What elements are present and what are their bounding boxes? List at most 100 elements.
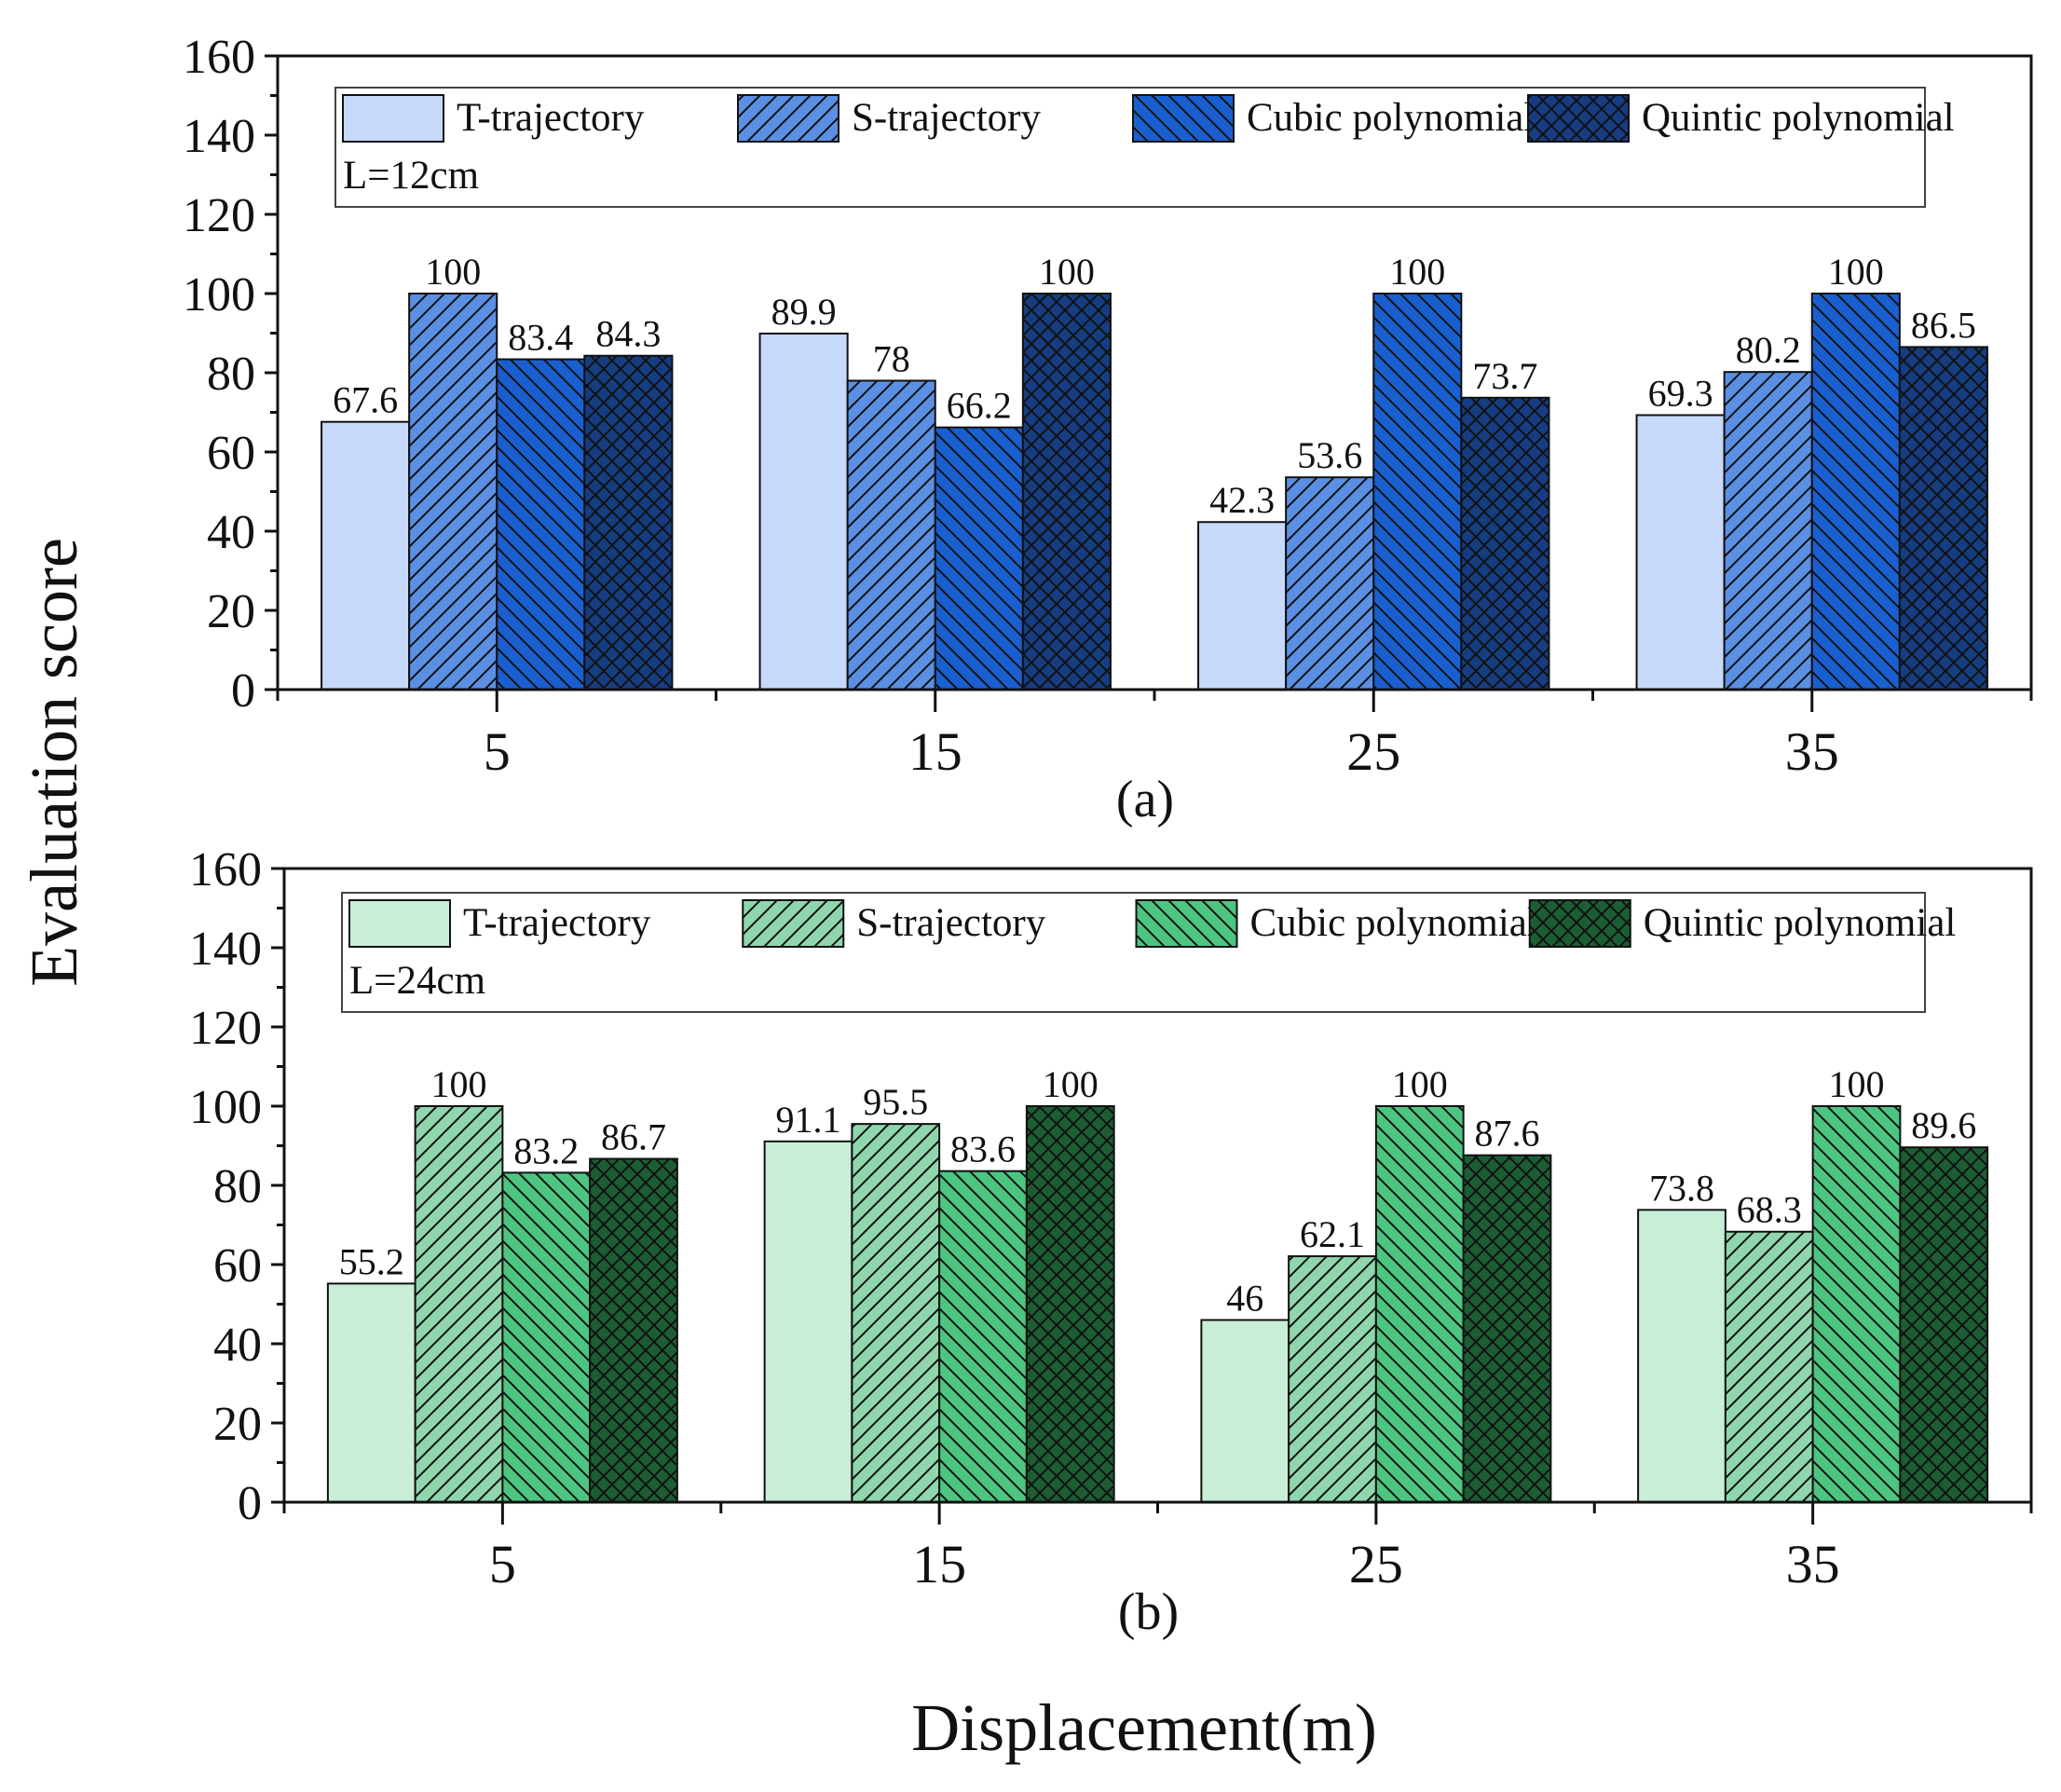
y-tick-label: 120 <box>189 1002 262 1055</box>
data-label: 62.1 <box>1300 1213 1365 1255</box>
legend-label: Quintic polynomial <box>1644 901 1957 945</box>
legend-box <box>334 87 1926 208</box>
y-tick-label: 80 <box>213 1160 262 1213</box>
bar <box>1637 1209 1727 1503</box>
x-axis-title: Displacement(m) <box>911 1690 1377 1765</box>
bar <box>1899 1146 1989 1503</box>
data-label: 100 <box>1039 251 1095 293</box>
data-label: 73.7 <box>1472 355 1537 397</box>
legend-swatch <box>1132 94 1235 143</box>
data-label: 78 <box>873 338 910 380</box>
y-tick-label: 100 <box>183 268 255 321</box>
bar <box>1635 414 1726 691</box>
bar <box>589 1157 678 1504</box>
chart-panel-a: 67.6 89.9 42.3 69.3 100 78 53.6 80.2 83.4 66.2 100… <box>183 31 2033 828</box>
legend-swatch <box>342 94 444 143</box>
x-tick-label: 35 <box>1786 1534 1840 1594</box>
bar <box>938 1170 1028 1503</box>
x-tick-label: 15 <box>912 1534 966 1594</box>
data-label: 89.9 <box>771 291 837 333</box>
y-tick-label: 100 <box>189 1081 262 1134</box>
legend-label: T-trajectory <box>457 96 645 140</box>
y-tick-label: 0 <box>238 1477 262 1530</box>
data-label: 55.2 <box>339 1240 404 1282</box>
data-label: 66.2 <box>947 385 1012 427</box>
data-label: 100 <box>431 1063 487 1105</box>
bar <box>408 293 498 691</box>
data-label: 84.3 <box>595 313 661 355</box>
bar <box>1460 396 1550 691</box>
data-label: 73.8 <box>1649 1167 1714 1209</box>
bar <box>1197 521 1288 691</box>
legend-label: Cubic polynomial <box>1250 901 1538 945</box>
bar <box>583 354 674 691</box>
data-label: 83.2 <box>513 1129 579 1171</box>
data-label: 100 <box>1829 1063 1885 1105</box>
y-tick-label: 120 <box>183 189 255 242</box>
bar <box>1723 371 1813 691</box>
y-tick-label: 40 <box>207 506 255 559</box>
bar <box>1288 1255 1377 1503</box>
y-tick-label: 20 <box>207 585 255 638</box>
legend-swatch <box>1528 899 1631 948</box>
x-tick-label: 25 <box>1346 721 1400 782</box>
x-tick-label: 25 <box>1349 1534 1403 1594</box>
data-label: 100 <box>1043 1063 1099 1105</box>
legend-annotation: L=24cm <box>349 959 485 1003</box>
x-tick-label: 15 <box>908 721 962 782</box>
data-label: 86.7 <box>601 1116 666 1158</box>
y-tick-label: 20 <box>213 1398 262 1451</box>
bar <box>496 358 586 691</box>
y-tick-label: 160 <box>189 843 262 896</box>
bar <box>1372 293 1463 691</box>
data-label: 42.3 <box>1209 479 1275 521</box>
x-tick-label: 5 <box>484 721 511 782</box>
data-label: 68.3 <box>1737 1189 1802 1231</box>
bar <box>414 1105 504 1503</box>
bar <box>1811 1105 1902 1503</box>
data-label: 100 <box>1828 251 1884 293</box>
data-label: 100 <box>1392 1063 1448 1105</box>
legend-label: S-trajectory <box>856 901 1045 945</box>
y-tick-label: 60 <box>207 427 255 480</box>
bar <box>851 1123 941 1503</box>
bar <box>1200 1319 1290 1503</box>
data-label: 89.6 <box>1911 1104 1976 1146</box>
data-label: 69.3 <box>1648 372 1713 414</box>
bar <box>1898 346 1988 691</box>
legend-box <box>341 892 1926 1013</box>
legend-label: Cubic polynomial <box>1247 96 1535 140</box>
bar <box>1810 293 1901 691</box>
legend-label: T-trajectory <box>463 901 651 945</box>
y-tick-label: 140 <box>183 110 255 163</box>
y-tick-label: 80 <box>207 348 255 401</box>
data-label: 100 <box>1389 251 1445 293</box>
data-label: 95.5 <box>863 1081 928 1123</box>
chart-panel-b: 55.2 91.1 46 73.8 100 95.5 62.1 68.3 83.2 83.6 100… <box>189 843 2033 1641</box>
data-label: 83.4 <box>508 317 573 359</box>
bar <box>1374 1105 1465 1503</box>
data-label: 83.6 <box>950 1129 1016 1170</box>
panel-label: (a) <box>1116 771 1174 828</box>
data-label: 46 <box>1226 1278 1263 1320</box>
legend-label: S-trajectory <box>852 96 1041 140</box>
legend-swatch <box>348 899 451 948</box>
data-label: 53.6 <box>1297 434 1362 476</box>
y-tick-label: 40 <box>213 1319 262 1372</box>
legend-swatch <box>742 899 845 948</box>
data-label: 91.1 <box>776 1099 841 1141</box>
data-label: 86.5 <box>1911 304 1976 346</box>
y-axis-title: Evaluation score <box>17 538 91 987</box>
y-tick-label: 140 <box>189 923 262 976</box>
legend-label: Quintic polynomial <box>1642 96 1955 140</box>
x-tick-label: 5 <box>489 1534 516 1594</box>
bar <box>1724 1230 1814 1503</box>
bar <box>763 1140 853 1503</box>
panel-label: (b) <box>1118 1583 1179 1641</box>
bar <box>1462 1154 1552 1503</box>
bar <box>1285 476 1375 691</box>
data-label: 100 <box>425 251 481 293</box>
bar <box>501 1171 592 1504</box>
